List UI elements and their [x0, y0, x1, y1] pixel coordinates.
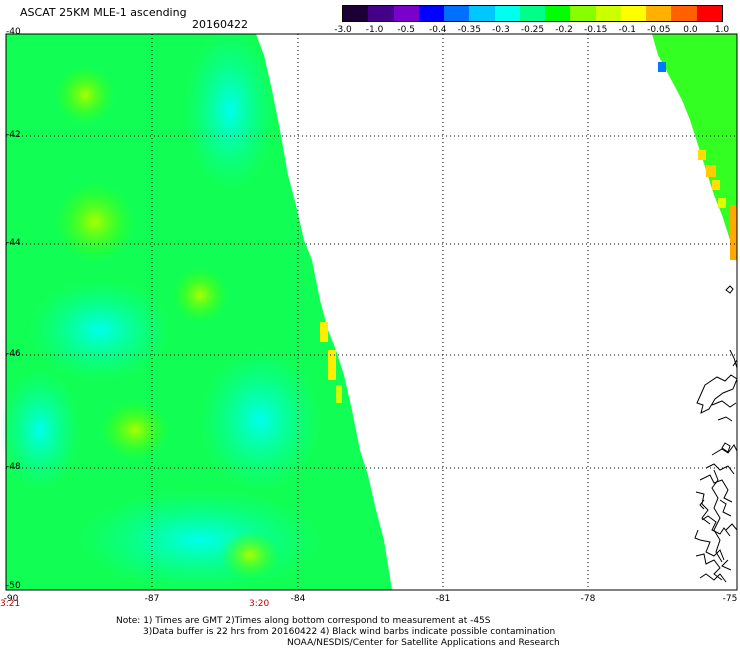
swath-light-region: [172, 267, 228, 323]
colorbar-segment: [494, 6, 520, 21]
swath-light-region: [220, 530, 280, 580]
colorbar-tick-label: 0.0: [683, 25, 698, 35]
lat-label: -46: [6, 349, 21, 359]
swath-cyan-region: [30, 280, 170, 380]
swath-edge-cell: [336, 385, 342, 403]
colorbar-tick-label: -0.3: [492, 25, 510, 35]
colorbar-tick-label: -3.0: [334, 25, 352, 35]
colorbar-segment: [444, 6, 470, 21]
lat-label: -42: [6, 130, 21, 140]
swath-cyan-region: [200, 350, 320, 490]
lon-label: -78: [580, 594, 596, 604]
colorbar-tick-label: -0.1: [618, 25, 637, 35]
note-line-3: NOAA/NESDIS/Center for Satellite Applica…: [287, 638, 560, 648]
map-date: 20160422: [192, 18, 248, 31]
colorbar-segment: [646, 6, 672, 21]
time-label: 3:21: [0, 599, 21, 609]
lon-label: -90: [3, 594, 19, 604]
colorbar-segment: [620, 6, 647, 21]
swath-edge-cell: [730, 205, 737, 260]
swath-edge-cell: [718, 198, 726, 208]
colorbar-tick-label: 1.0: [714, 25, 730, 35]
swath-light-region: [55, 65, 115, 125]
colorbar: [342, 5, 723, 22]
colorbar-segment: [545, 6, 571, 21]
lon-label: -81: [435, 594, 451, 604]
colorbar-segment: [469, 6, 495, 21]
swath-edge-cell: [320, 322, 328, 342]
colorbar-segment: [368, 6, 394, 21]
colorbar-segment: [696, 6, 722, 21]
swath-edge-cell: [698, 150, 706, 160]
swath-edge-cell: [706, 165, 716, 177]
lon-label: -84: [290, 594, 306, 604]
lat-label: -48: [6, 462, 21, 472]
grid-lines: [6, 34, 737, 590]
lon-label: -87: [144, 594, 160, 604]
swath-edge-cell: [328, 350, 336, 380]
coastline: [694, 285, 738, 583]
lon-label: -75: [722, 594, 738, 604]
colorbar-tick-label: -0.15: [584, 25, 608, 35]
colorbar-segment: [595, 6, 621, 21]
colorbar-tick-label: -0.05: [647, 25, 671, 35]
map-title: ASCAT 25KM MLE-1 ascending: [20, 6, 187, 19]
note-line-1: Note: 1) Times are GMT 2)Times along bot…: [116, 616, 491, 626]
swath-light-region: [55, 182, 135, 262]
colorbar-segment: [418, 6, 445, 21]
colorbar-segment: [343, 6, 369, 21]
note-line-2: 3)Data buffer is 22 hrs from 20160422 4)…: [143, 627, 556, 637]
lat-label: -40: [6, 27, 21, 37]
colorbar-tick-label: -0.2: [555, 25, 573, 35]
colorbar-tick-label: -0.35: [457, 25, 481, 35]
swath-right: [652, 34, 737, 260]
colorbar-segment: [570, 6, 596, 21]
lat-label: -44: [6, 238, 21, 248]
plot-frame: [5, 33, 738, 591]
swath-cyan-region: [80, 490, 320, 590]
colorbar-tick-label: -0.25: [520, 25, 545, 35]
swath-edge-cell: [658, 62, 666, 72]
colorbar-tick-label: -1.0: [365, 25, 384, 35]
colorbar-tick-label: -0.5: [397, 25, 415, 35]
colorbar-segment: [519, 6, 546, 21]
swath-edge-cell: [712, 180, 720, 190]
lat-label: -50: [6, 581, 21, 591]
swath-light-region: [100, 400, 170, 460]
colorbar-segment: [671, 6, 697, 21]
swath-cyan-region: [185, 30, 275, 190]
time-label: 3:20: [249, 599, 270, 609]
colorbar-tick-label: -0.4: [428, 25, 447, 35]
swath-cyan-region: [0, 370, 80, 490]
colorbar-segment: [393, 6, 419, 21]
